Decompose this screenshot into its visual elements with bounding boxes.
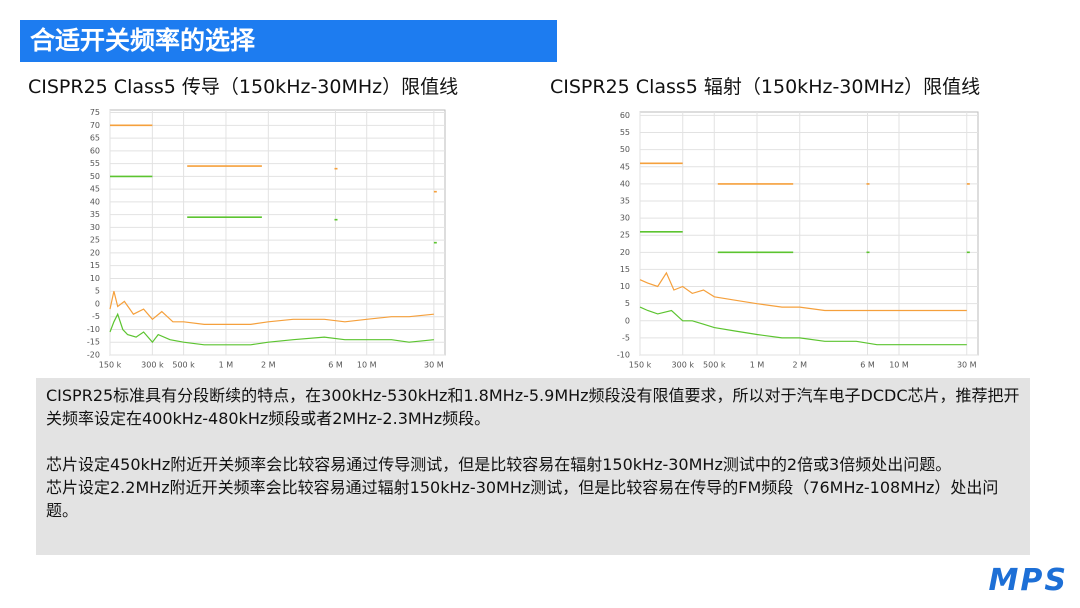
series-line — [639, 271, 967, 312]
y-tick-label: 15 — [90, 261, 100, 270]
x-tick-label: 30 M — [957, 361, 977, 370]
note: 芯片设定2.2MHz附近开关频率会比较容易通过辐射150kHz-30MHz测试，… — [46, 478, 999, 520]
y-tick-label: 30 — [90, 223, 100, 232]
y-tick-label: -5 — [92, 312, 100, 321]
y-tick-label: -15 — [87, 338, 100, 347]
y-tick-label: 55 — [90, 159, 100, 168]
x-tick-label: 2 M — [261, 361, 276, 370]
x-tick-label: 1 M — [750, 361, 765, 370]
y-tick-label: 20 — [90, 248, 100, 257]
y-tick-label: 40 — [620, 179, 630, 188]
y-tick-label: 60 — [90, 146, 100, 155]
chart-title: CISPR25 Class5 传导（150kHz-30MHz）限值线 — [28, 76, 459, 98]
y-tick-label: -10 — [87, 325, 100, 334]
plot-area — [639, 111, 979, 356]
x-tick-label: 10 M — [357, 361, 377, 370]
x-tick-label: 300 k — [141, 361, 164, 370]
y-tick-label: 5 — [625, 299, 630, 308]
x-tick-label: 2 M — [792, 361, 807, 370]
y-tick-label: 0 — [625, 316, 630, 325]
y-tick-label: 15 — [620, 265, 630, 274]
y-tick-label: 70 — [90, 121, 100, 130]
x-tick-label: 10 M — [889, 361, 909, 370]
series-line — [109, 312, 434, 346]
y-tick-label: 25 — [90, 236, 100, 245]
x-tick-label: 500 k — [172, 361, 195, 370]
note: 芯片设定450kHz附近开关频率会比较容易通过传导测试，但是比较容易在辐射150… — [46, 455, 952, 474]
x-tick-label: 500 k — [703, 361, 726, 370]
y-tick-label: -10 — [617, 351, 630, 360]
y-tick-label: 20 — [620, 248, 630, 257]
y-tick-label: 30 — [620, 214, 630, 223]
series-line — [109, 291, 434, 325]
series-line — [640, 162, 970, 185]
x-tick-label: 30 M — [424, 361, 444, 370]
y-tick-label: 40 — [90, 197, 100, 206]
y-tick-label: 45 — [90, 185, 100, 194]
y-tick-label: 60 — [620, 111, 630, 120]
logo: MPS — [988, 563, 1068, 598]
series-line — [639, 306, 967, 346]
x-tick-label: 6 M — [860, 361, 875, 370]
y-tick-label: 50 — [620, 145, 630, 154]
y-tick-label: 5 — [95, 287, 100, 296]
y-tick-label: 50 — [90, 172, 100, 181]
chart-title: CISPR25 Class5 辐射（150kHz-30MHz）限值线 — [550, 76, 981, 98]
y-tick-label: 10 — [620, 282, 630, 291]
x-tick-label: 6 M — [328, 361, 343, 370]
series-line — [110, 124, 437, 193]
notes: CISPR25标准具有分段断续的特点，在300kHz-530kHz和1.8MHz… — [36, 378, 1030, 555]
y-tick-label: 75 — [90, 108, 100, 117]
y-tick-label: 65 — [90, 134, 100, 143]
y-tick-label: 25 — [620, 231, 630, 240]
x-tick-label: 1 M — [219, 361, 234, 370]
x-tick-label: 300 k — [672, 361, 695, 370]
y-tick-label: 35 — [620, 196, 630, 205]
y-tick-label: 45 — [620, 162, 630, 171]
y-tick-label: -5 — [622, 333, 630, 342]
x-tick-label: 150 k — [629, 361, 652, 370]
slide-title: 合适开关频率的选择 — [20, 20, 557, 62]
plot-area — [109, 109, 446, 356]
series-line — [110, 175, 437, 244]
y-tick-label: -20 — [87, 351, 100, 360]
y-tick-label: 55 — [620, 128, 630, 137]
x-tick-label: 150 k — [99, 361, 122, 370]
y-tick-label: 0 — [95, 299, 100, 308]
series-line — [640, 231, 970, 254]
note: CISPR25标准具有分段断续的特点，在300kHz-530kHz和1.8MHz… — [46, 386, 1020, 428]
y-tick-label: 10 — [90, 274, 100, 283]
y-tick-label: 35 — [90, 210, 100, 219]
